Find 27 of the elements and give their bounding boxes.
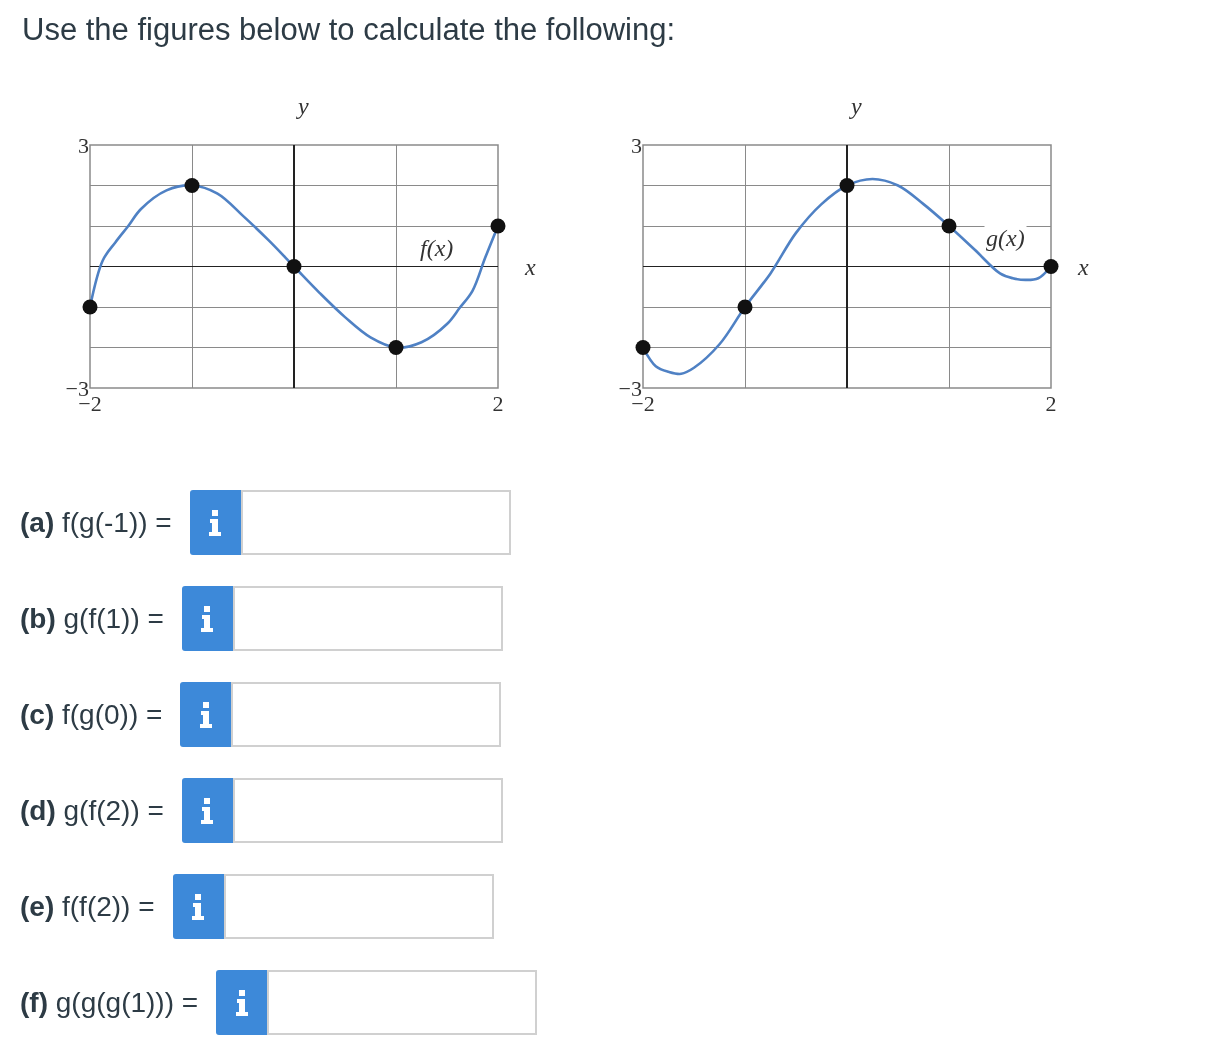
text: (e) f(f(2)) = (20, 890, 155, 923)
x-tick-label: 2 (1045, 391, 1057, 416)
point (286, 259, 302, 274)
text: (b) g(f(1)) = (20, 602, 164, 635)
point (635, 340, 651, 355)
text: (f) g(g(g(1))) = (20, 986, 199, 1019)
point (184, 178, 200, 193)
x-tick-label: 2 (492, 391, 504, 416)
y-axis-title: y (849, 93, 862, 119)
series-label: f(x) (420, 235, 454, 261)
y-axis-title: y (296, 93, 309, 119)
point (82, 299, 98, 315)
point (941, 218, 957, 234)
x-axis-title: x (524, 254, 536, 280)
text: (d) g(f(2)) = (20, 794, 164, 827)
y-tick-label: 3 (78, 132, 89, 158)
y-tick-label: 3 (631, 132, 642, 158)
text: Use the figures below to calculate the following: (22, 12, 676, 48)
text: (a) f(g(-1)) = (20, 506, 172, 539)
point (737, 299, 753, 315)
x-axis-title: x (1077, 254, 1089, 280)
point (1043, 259, 1059, 274)
text: (c) f(g(0)) = (20, 698, 163, 731)
series-label: g(x) (986, 225, 1025, 251)
point (490, 218, 506, 234)
point (388, 340, 404, 355)
point (839, 178, 855, 193)
